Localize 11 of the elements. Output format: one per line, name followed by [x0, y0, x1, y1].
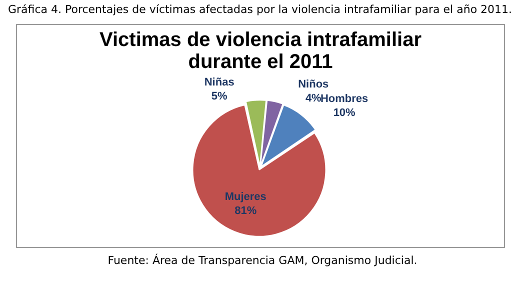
- slice-label: Mujeres: [224, 190, 266, 203]
- data-label: 5%: [211, 90, 228, 103]
- data-label: 10%: [333, 107, 356, 120]
- data-label: 4%: [305, 92, 322, 104]
- slice-label: Niñas: [204, 76, 234, 89]
- text: Gráfica 4. Porcentajes de víctimas afectadas por la violencia intrafamiliar para el año 2011.: [7, 2, 514, 18]
- data-label: 81%: [234, 204, 257, 217]
- chart-title: Victimas de violencia intrafamiliar durante el 2011: [98, 29, 422, 73]
- slice-label: Niños: [298, 78, 329, 90]
- source-note: Fuente: Área de Transparencia GAM, Organismo Judicial.: [106, 254, 418, 267]
- slice-label: Hombres: [320, 93, 368, 106]
